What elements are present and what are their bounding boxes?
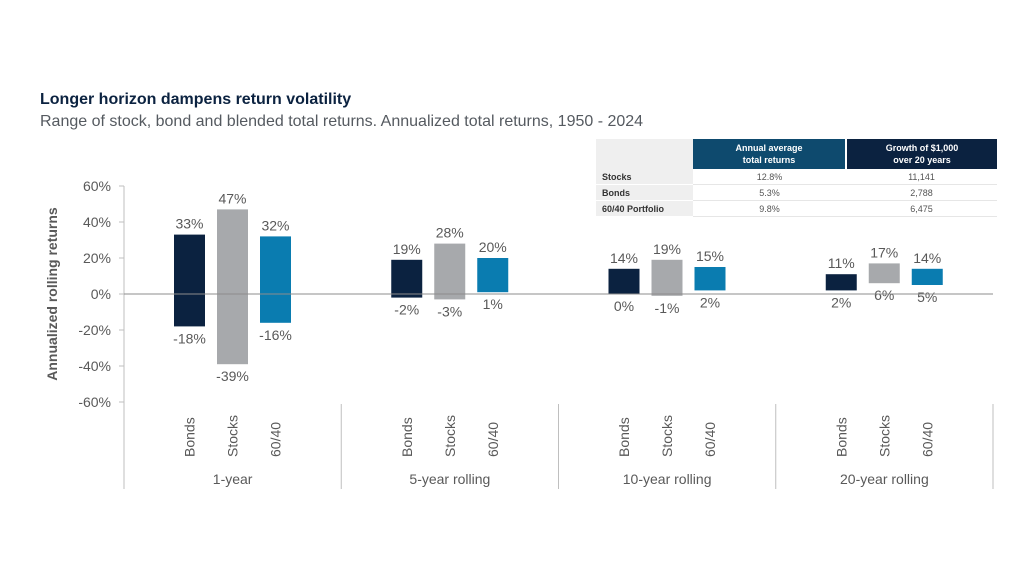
bar-bonds-3 xyxy=(825,274,857,291)
table-header-row: Annual average total returns Growth of $… xyxy=(596,139,997,169)
row-growth: 6,475 xyxy=(846,200,997,217)
row-avg: 9.8% xyxy=(693,200,846,217)
data-label-low: -3% xyxy=(437,303,462,319)
bar-stocks-3 xyxy=(868,263,900,284)
table-row: 60/40 Portfolio 9.8% 6,475 xyxy=(596,200,997,217)
data-label-low: -1% xyxy=(655,300,680,316)
category-label: Bonds xyxy=(399,417,415,457)
y-axis-title: Annualized rolling returns xyxy=(44,207,60,381)
category-label: Stocks xyxy=(659,415,675,457)
data-label-low: -2% xyxy=(394,302,419,318)
data-label-high: 47% xyxy=(218,190,246,206)
data-label-high: 28% xyxy=(436,225,464,241)
table-row: Bonds 5.3% 2,788 xyxy=(596,184,997,201)
header-annual-average: Annual average total returns xyxy=(693,139,847,169)
data-label-high: 19% xyxy=(393,241,421,257)
group-label: 1-year xyxy=(213,471,253,487)
data-label-high: 20% xyxy=(479,239,507,255)
y-tick-label: 40% xyxy=(83,214,111,230)
category-label: Stocks xyxy=(876,415,892,457)
category-label: 60/40 xyxy=(268,422,284,457)
row-avg: 5.3% xyxy=(693,184,846,201)
category-label: Bonds xyxy=(182,417,198,457)
bar-bonds-0 xyxy=(174,234,205,327)
category-label: Stocks xyxy=(442,415,458,457)
data-label-high: 33% xyxy=(175,216,203,232)
row-label: 60/40 Portfolio xyxy=(596,200,693,217)
data-label-high: 32% xyxy=(261,217,289,233)
data-label-low: 5% xyxy=(917,289,937,305)
bar-60-40-2 xyxy=(694,267,726,291)
data-label-high: 17% xyxy=(870,244,898,260)
category-label: 60/40 xyxy=(485,422,501,457)
table-corner xyxy=(596,139,693,169)
y-tick-label: 0% xyxy=(91,286,111,302)
data-label-high: 19% xyxy=(653,241,681,257)
table-row: Stocks 12.8% 11,141 xyxy=(596,169,997,185)
bar-60-40-1 xyxy=(477,258,509,293)
data-label-high: 11% xyxy=(828,255,855,271)
data-label-low: 0% xyxy=(614,298,634,314)
category-label: 60/40 xyxy=(919,422,935,457)
data-label-high: 14% xyxy=(913,250,941,266)
y-tick-label: -20% xyxy=(78,322,111,338)
header-growth-line2: over 20 years xyxy=(893,155,951,165)
category-label: 60/40 xyxy=(702,422,718,457)
category-label: Bonds xyxy=(616,417,632,457)
data-label-low: 1% xyxy=(483,296,503,312)
y-tick-label: -60% xyxy=(78,394,111,410)
row-avg: 12.8% xyxy=(693,169,846,185)
data-label-low: -18% xyxy=(173,330,206,346)
y-tick-label: 20% xyxy=(83,250,111,266)
bar-bonds-1 xyxy=(391,259,423,298)
bar-stocks-1 xyxy=(434,243,466,300)
bar-60-40-3 xyxy=(911,268,943,285)
data-label-low: -16% xyxy=(259,327,292,343)
data-label-high: 15% xyxy=(696,248,724,264)
group-label: 10-year rolling xyxy=(623,471,712,487)
row-label: Stocks xyxy=(596,169,693,185)
data-label-low: 2% xyxy=(831,294,851,310)
y-tick-label: -40% xyxy=(78,358,111,374)
chart-title: Longer horizon dampens return volatility xyxy=(40,91,352,108)
row-growth: 2,788 xyxy=(846,184,997,201)
chart-subtitle: Range of stock, bond and blended total r… xyxy=(40,113,644,130)
data-label-high: 14% xyxy=(610,250,638,266)
bar-60-40-0 xyxy=(260,236,291,323)
bar-bonds-2 xyxy=(608,268,640,294)
category-label: Stocks xyxy=(225,415,241,457)
data-label-low: -39% xyxy=(216,368,249,384)
bar-stocks-2 xyxy=(651,259,683,296)
bar-stocks-0 xyxy=(217,209,248,365)
header-annual-average-line1: Annual average xyxy=(735,143,803,153)
group-label: 20-year rolling xyxy=(840,471,929,487)
row-growth: 11,141 xyxy=(846,169,997,185)
summary-table: Annual average total returns Growth of $… xyxy=(596,139,997,217)
data-label-low: 2% xyxy=(700,294,720,310)
header-growth: Growth of $1,000 over 20 years xyxy=(846,139,997,169)
row-label: Bonds xyxy=(596,184,693,201)
group-label: 5-year rolling xyxy=(409,471,490,487)
header-annual-average-line2: total returns xyxy=(742,155,796,165)
category-label: Bonds xyxy=(833,417,849,457)
y-tick-label: 60% xyxy=(83,178,111,194)
data-label-low: 6% xyxy=(874,287,894,303)
header-growth-line1: Growth of $1,000 xyxy=(885,143,959,153)
